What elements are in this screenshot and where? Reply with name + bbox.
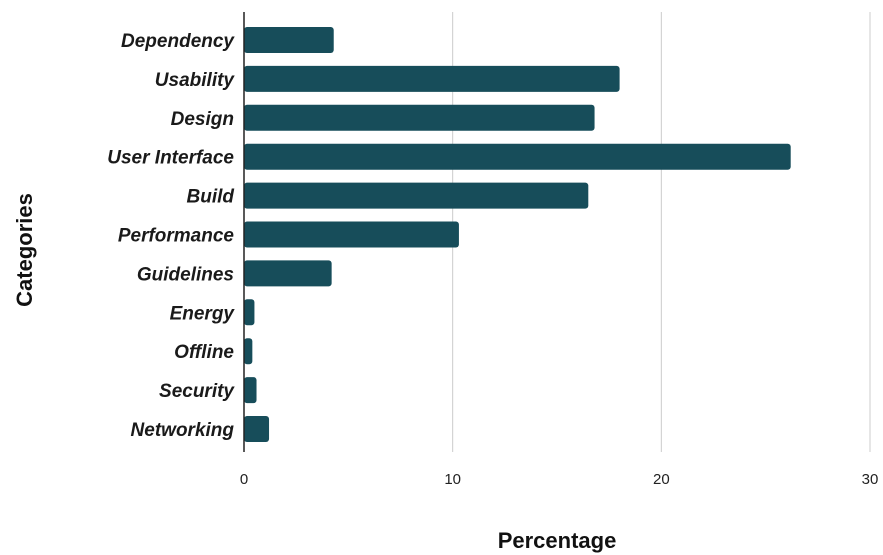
bar-security: [244, 377, 257, 404]
x-tick-label: 20: [653, 471, 670, 488]
x-tick-label: 30: [862, 471, 879, 488]
bar-energy: [244, 299, 255, 326]
bar-dependency: [244, 27, 334, 53]
bar-design: [244, 104, 595, 131]
category-label: Design: [171, 109, 234, 130]
bar-performance: [244, 221, 459, 248]
category-labels: Dependency Usability Design User Interface B…: [107, 31, 235, 441]
bar-offline: [244, 338, 253, 365]
category-label: Offline: [174, 342, 234, 363]
x-tick-label: 10: [444, 471, 461, 488]
category-label: Security: [159, 381, 235, 402]
category-label: Performance: [118, 226, 235, 247]
bar-usability: [244, 65, 620, 92]
category-label: Build: [187, 187, 235, 208]
x-tick-labels: 0 10 20 30: [240, 471, 879, 488]
bar-guidelines: [244, 260, 332, 287]
y-axis-title: Categories: [12, 193, 37, 307]
bar-user-interface: [244, 143, 791, 170]
category-label: User Interface: [107, 148, 234, 169]
x-axis-title: Percentage: [498, 528, 617, 553]
bar-build: [244, 182, 589, 209]
bar-networking: [244, 416, 270, 442]
category-label: Networking: [131, 420, 235, 441]
category-label: Usability: [155, 70, 236, 91]
category-label: Guidelines: [137, 264, 234, 285]
x-tick-label: 0: [240, 471, 248, 488]
category-label: Dependency: [121, 31, 235, 52]
category-label: Energy: [170, 303, 236, 324]
bars: [244, 27, 791, 442]
